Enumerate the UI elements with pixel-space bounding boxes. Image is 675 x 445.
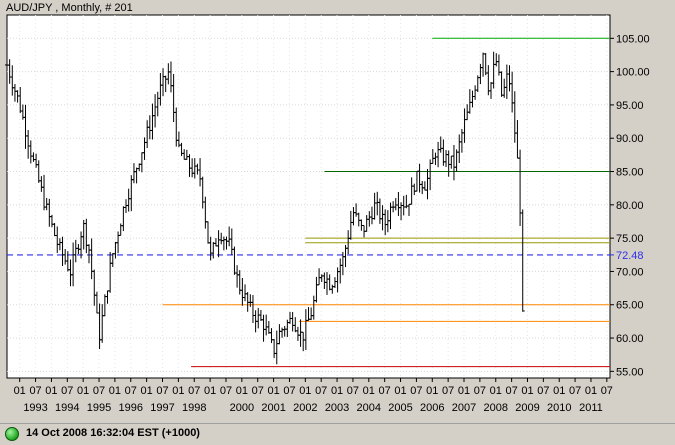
status-bar: 14 Oct 2008 16:32:04 EST (+1000) (0, 423, 675, 445)
x-month-label: 07 (156, 385, 168, 397)
x-year-label: 2002 (293, 402, 317, 414)
connection-status-icon (5, 427, 19, 441)
x-year-label: 2007 (452, 402, 476, 414)
x-month-label: 01 (458, 385, 470, 397)
x-month-label: 01 (585, 385, 597, 397)
x-month-label: 07 (220, 385, 232, 397)
x-month-label: 07 (29, 385, 41, 397)
x-month-label: 07 (379, 385, 391, 397)
x-year-label: 2000 (230, 402, 254, 414)
x-year-label: 1994 (55, 402, 79, 414)
x-month-label: 07 (93, 385, 105, 397)
x-month-label: 07 (283, 385, 295, 397)
x-year-label: 1996 (119, 402, 143, 414)
x-month-label: 01 (267, 385, 279, 397)
x-month-label: 07 (537, 385, 549, 397)
y-tick-label: 80.00 (616, 200, 644, 212)
y-tick-label: 100.00 (616, 67, 650, 79)
x-month-label: 07 (125, 385, 137, 397)
x-month-label: 07 (569, 385, 581, 397)
x-month-label: 01 (77, 385, 89, 397)
y-tick-label: 55.00 (616, 366, 644, 378)
x-month-label: 01 (172, 385, 184, 397)
price-chart: 55.00 60.00 65.00 70.00 75.00 80.00 85.00 90.00… (5, 2, 650, 414)
x-month-label: 01 (394, 385, 406, 397)
x-month-label: 01 (426, 385, 438, 397)
x-year-label: 1995 (87, 402, 111, 414)
x-month-label: 07 (252, 385, 264, 397)
current-price-label: 72.48 (616, 250, 644, 262)
x-year-label: 2010 (547, 402, 571, 414)
x-month-label: 01 (45, 385, 57, 397)
x-month-label: 01 (204, 385, 216, 397)
x-month-label: 01 (363, 385, 375, 397)
plot-area (6, 14, 611, 379)
x-month-label: 01 (553, 385, 565, 397)
x-month-label: 01 (299, 385, 311, 397)
x-year-label: 2001 (261, 402, 285, 414)
y-tick-label: 60.00 (616, 333, 644, 345)
y-tick-label: 95.00 (616, 100, 644, 112)
x-month-label: 07 (601, 385, 613, 397)
x-month-label: 07 (61, 385, 73, 397)
y-tick-label: 105.00 (616, 33, 650, 45)
support-resistance-lines (7, 37, 610, 368)
x-year-label: 2003 (325, 402, 349, 414)
x-year-label: 1997 (150, 402, 174, 414)
x-month-label: 07 (442, 385, 454, 397)
y-axis: 55.00 60.00 65.00 70.00 75.00 80.00 85.00 90.00… (610, 33, 650, 378)
x-month-label: 07 (474, 385, 486, 397)
status-timestamp: 14 Oct 2008 16:32:04 EST (+1000) (26, 427, 200, 439)
x-month-label: 01 (14, 385, 26, 397)
x-year-label: 2009 (515, 402, 539, 414)
x-month-label: 01 (331, 385, 343, 397)
chart-title: AUD/JPY , Monthly, # 201 (6, 2, 133, 14)
x-month-label: 07 (315, 385, 327, 397)
x-month-label: 07 (347, 385, 359, 397)
x-year-label: 2011 (579, 402, 603, 414)
x-year-label: 2004 (357, 402, 381, 414)
x-month-label: 07 (188, 385, 200, 397)
y-tick-label: 85.00 (616, 167, 644, 179)
y-tick-label: 65.00 (616, 300, 644, 312)
price-bars (5, 51, 525, 365)
x-month-label: 01 (490, 385, 502, 397)
x-month-label: 01 (521, 385, 533, 397)
x-year-label: 2006 (420, 402, 444, 414)
x-year-label: 2005 (388, 402, 412, 414)
x-month-label: 07 (410, 385, 422, 397)
x-year-label: 2008 (484, 402, 508, 414)
x-year-label: 1993 (23, 402, 47, 414)
x-month-label: 07 (505, 385, 517, 397)
y-tick-label: 90.00 (616, 133, 644, 145)
x-month-label: 01 (109, 385, 121, 397)
x-axis: 01 07 01 07 01 07 01 07 01 07 01 07 01 07 01 07 01 07 01 07… (14, 378, 613, 414)
x-month-label: 01 (141, 385, 153, 397)
x-year-label: 1998 (182, 402, 206, 414)
y-tick-label: 70.00 (616, 266, 644, 278)
y-tick-label: 75.00 (616, 233, 644, 245)
x-month-label: 01 (236, 385, 248, 397)
grid-lines (7, 15, 610, 378)
